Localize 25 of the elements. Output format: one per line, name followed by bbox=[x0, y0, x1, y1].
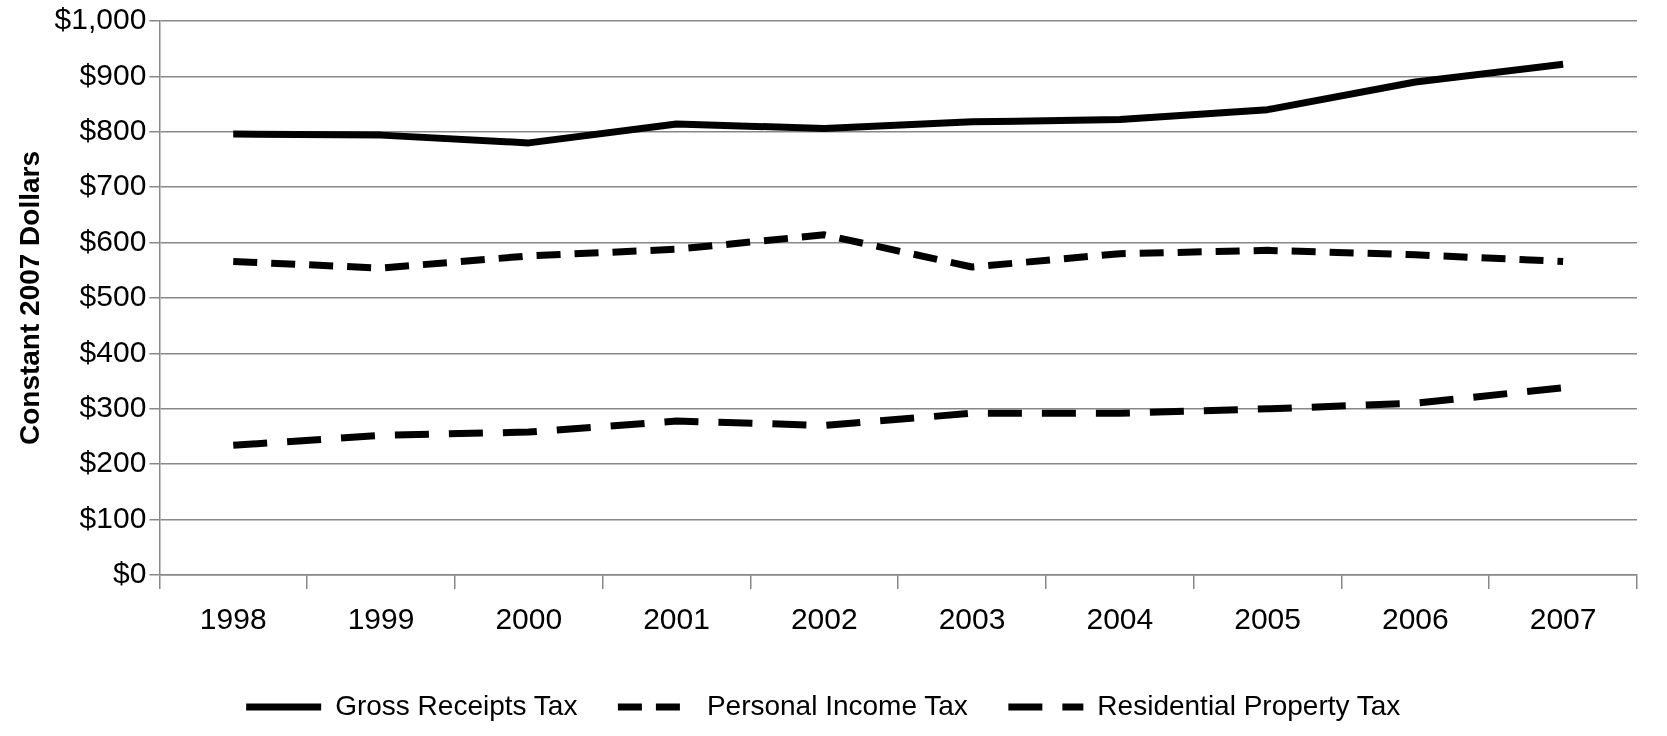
x-tick-label: 1998 bbox=[199, 602, 267, 636]
legend-label: Residential Property Tax bbox=[1097, 689, 1401, 721]
y-tick-label: $300 bbox=[79, 390, 147, 424]
x-tick-label: 2002 bbox=[790, 602, 858, 636]
x-tick-label: 2005 bbox=[1234, 602, 1301, 636]
y-tick-label: $500 bbox=[79, 279, 147, 313]
legend-label: Gross Receipts Tax bbox=[335, 689, 578, 721]
x-tick-label: 2001 bbox=[643, 602, 710, 636]
y-tick-label: $900 bbox=[79, 57, 147, 91]
y-axis-title: Constant 2007 Dollars bbox=[13, 150, 45, 446]
y-tick-label: $100 bbox=[79, 500, 147, 534]
y-tick-label: $600 bbox=[79, 223, 147, 257]
x-tick-label: 2003 bbox=[938, 602, 1006, 636]
y-tick-label: $200 bbox=[79, 445, 147, 479]
y-tick-label: $800 bbox=[79, 113, 147, 147]
y-tick-label: $1,000 bbox=[54, 2, 147, 36]
x-tick-label: 2000 bbox=[495, 602, 563, 636]
y-tick-label: $0 bbox=[112, 556, 147, 590]
y-tick-label: $700 bbox=[79, 168, 147, 202]
x-tick-label: 1999 bbox=[347, 602, 415, 636]
y-tick-label: $400 bbox=[79, 334, 147, 368]
legend-label: Personal Income Tax bbox=[706, 689, 968, 721]
x-tick-label: 2007 bbox=[1529, 602, 1597, 636]
x-tick-label: 2006 bbox=[1381, 602, 1449, 636]
x-tick-label: 2004 bbox=[1086, 602, 1154, 636]
